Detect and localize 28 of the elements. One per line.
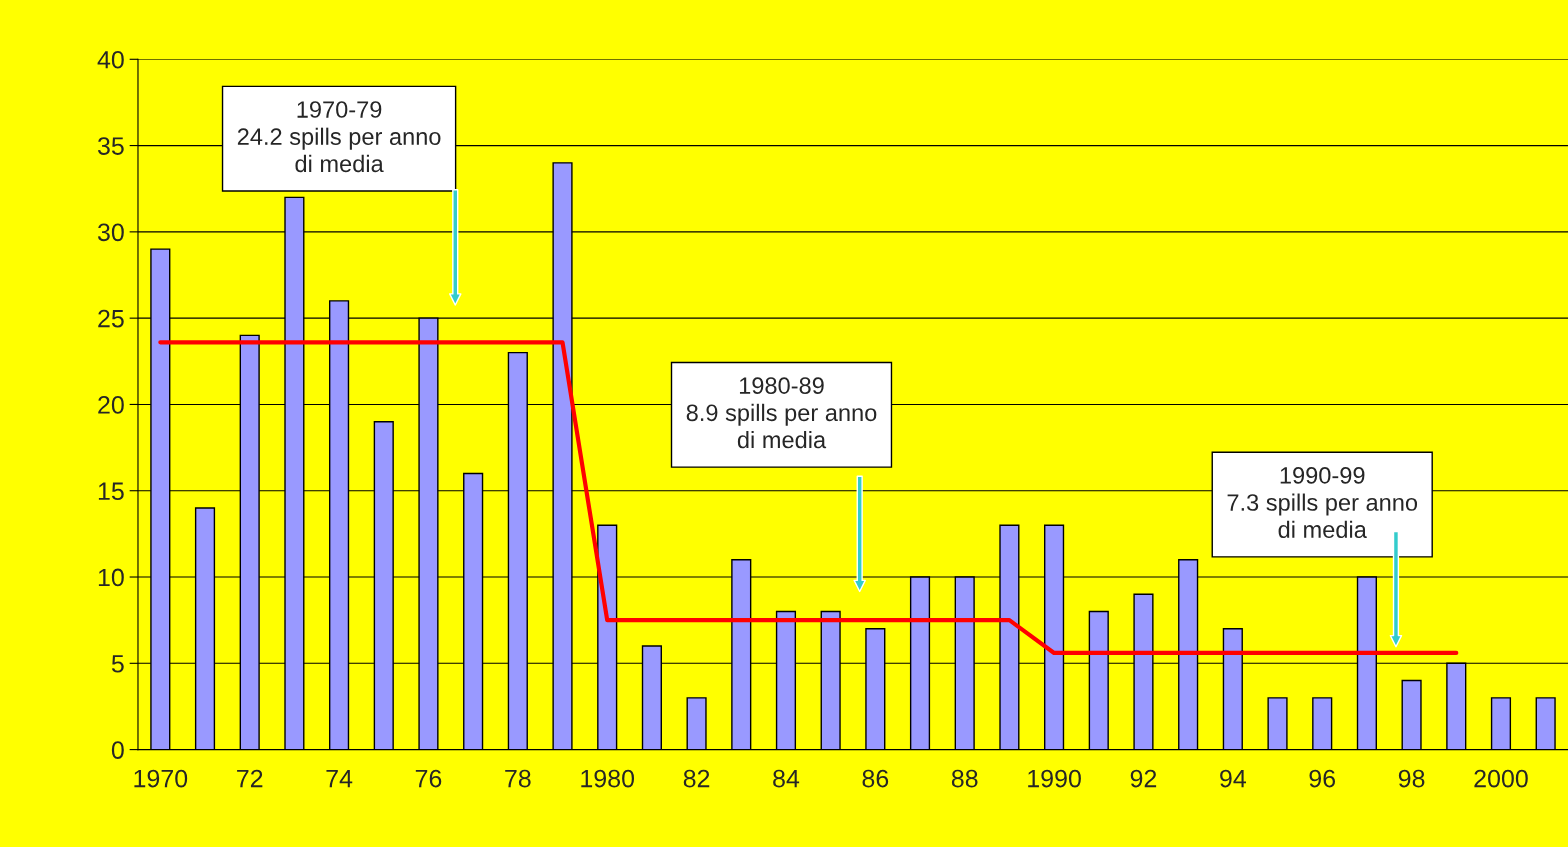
x-tick-label: 86 xyxy=(862,769,889,788)
y-tick-label: 15 xyxy=(98,482,124,501)
x-tick-label: 74 xyxy=(326,769,353,788)
x-tick-label: 78 xyxy=(505,769,531,788)
y-tick-label: 10 xyxy=(98,568,124,587)
annotation: 1970-79 24.2 spills per anno di media xyxy=(237,101,441,173)
x-tick-label: 96 xyxy=(1309,769,1336,788)
x-tick-label: 1990 xyxy=(1028,769,1081,788)
x-tick-label: 84 xyxy=(773,769,800,788)
x-tick-label: 88 xyxy=(951,769,978,788)
x-tick-label: 98 xyxy=(1398,769,1425,788)
y-tick-label: 35 xyxy=(97,137,124,155)
y-tick-label: 30 xyxy=(97,223,124,242)
annotation: 1990-99 7.3 spills per anno di media xyxy=(1227,467,1418,539)
x-tick-label: 76 xyxy=(415,769,442,788)
x-tick-label: 1980 xyxy=(581,769,635,788)
y-tick-label: 25 xyxy=(98,309,124,328)
y-tick-label: 40 xyxy=(97,50,124,69)
x-tick-label: 92 xyxy=(1130,769,1157,788)
y-tick-label: 20 xyxy=(98,396,124,414)
annotation: 1980-89 8.9 spills per anno di media xyxy=(686,377,877,449)
x-tick-label: 82 xyxy=(683,769,710,788)
y-tick-label: 0 xyxy=(111,741,124,759)
x-tick-label: 2000 xyxy=(1474,769,1528,788)
x-tick-label: 72 xyxy=(237,769,263,788)
x-tick-label: 1970 xyxy=(134,769,188,788)
x-tick-label: 94 xyxy=(1220,769,1247,788)
y-tick-label: 5 xyxy=(111,655,124,673)
